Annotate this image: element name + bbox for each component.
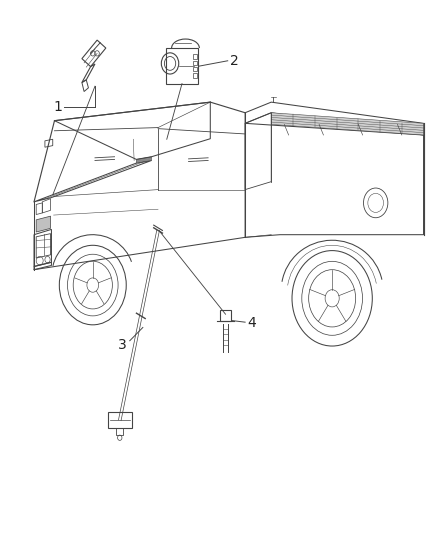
Bar: [220, 310, 231, 320]
Text: 3: 3: [118, 338, 127, 352]
Bar: [116, 428, 123, 434]
Bar: [193, 61, 198, 65]
Bar: [193, 74, 198, 78]
Text: 4: 4: [247, 316, 256, 330]
Bar: [108, 413, 132, 428]
Bar: [193, 54, 198, 59]
Bar: [193, 67, 198, 71]
Polygon shape: [271, 113, 424, 135]
Text: 2: 2: [230, 54, 239, 68]
Polygon shape: [136, 157, 152, 163]
Polygon shape: [36, 216, 50, 232]
Text: 1: 1: [53, 100, 62, 115]
